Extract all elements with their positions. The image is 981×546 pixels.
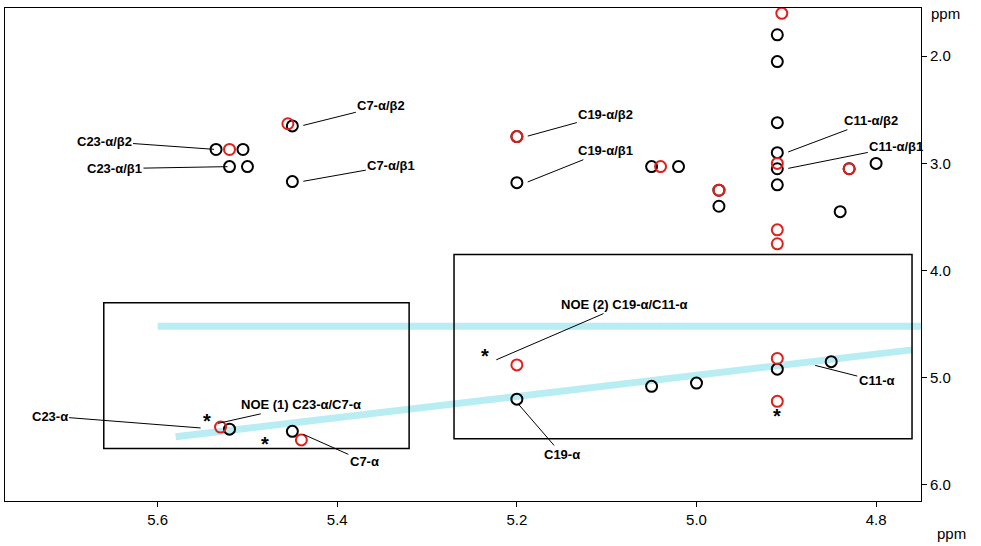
svg-text:3.0: 3.0 — [930, 155, 951, 172]
svg-text:4.0: 4.0 — [930, 262, 951, 279]
svg-text:*: * — [261, 433, 269, 455]
svg-text:4.8: 4.8 — [866, 511, 887, 528]
svg-text:C19-α/β1: C19-α/β1 — [578, 143, 633, 158]
svg-text:C7-α/β2: C7-α/β2 — [357, 98, 405, 113]
svg-text:ppm: ppm — [931, 5, 960, 22]
svg-text:C11-α/β2: C11-α/β2 — [844, 113, 898, 128]
svg-text:2.0: 2.0 — [930, 47, 951, 64]
svg-text:C23-α: C23-α — [32, 409, 68, 424]
svg-text:C11-α/β1: C11-α/β1 — [869, 139, 923, 154]
svg-text:NOE (2) C19-α/C11-α: NOE (2) C19-α/C11-α — [561, 297, 688, 312]
svg-text:6.0: 6.0 — [930, 476, 951, 493]
svg-text:C19-α/β2: C19-α/β2 — [578, 107, 633, 122]
svg-text:5.0: 5.0 — [930, 369, 951, 386]
svg-text:*: * — [481, 345, 489, 367]
svg-text:C7-α: C7-α — [350, 454, 379, 469]
svg-text:5.0: 5.0 — [686, 511, 707, 528]
svg-text:5.2: 5.2 — [506, 511, 527, 528]
svg-text:5.4: 5.4 — [327, 511, 348, 528]
svg-text:ppm: ppm — [937, 525, 966, 542]
svg-text:C11-α: C11-α — [859, 373, 894, 388]
svg-text:C23-α/β2: C23-α/β2 — [77, 134, 132, 149]
svg-text:5.6: 5.6 — [147, 511, 168, 528]
svg-text:*: * — [203, 410, 211, 432]
svg-text:C7-α/β1: C7-α/β1 — [367, 158, 415, 173]
svg-text:C19-α: C19-α — [544, 447, 580, 462]
svg-text:*: * — [773, 405, 781, 427]
svg-text:C23-α/β1: C23-α/β1 — [87, 161, 142, 176]
svg-text:NOE (1) C23-α/C7-α: NOE (1) C23-α/C7-α — [241, 397, 361, 412]
